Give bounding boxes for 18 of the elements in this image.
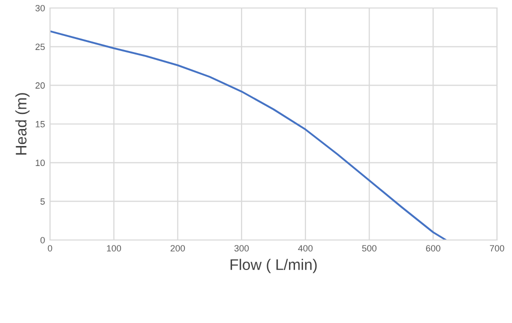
x-tick-label: 200 [170, 245, 185, 252]
x-axis-title: Flow ( L/min) [230, 258, 317, 274]
y-tick-label: 30 [35, 4, 45, 12]
y-tick-label: 15 [36, 121, 45, 128]
y-tick-label: 20 [36, 82, 45, 89]
y-axis-title: Head (m) [15, 93, 30, 155]
y-tick-label: 5 [40, 198, 45, 205]
x-tick-label: 700 [490, 245, 504, 252]
y-tick-label: 25 [36, 44, 45, 50]
y-tick-label: 0 [40, 236, 45, 244]
x-tick-label: 400 [298, 245, 313, 252]
y-tick-label: 10 [36, 160, 45, 166]
x-tick-label: 600 [426, 245, 440, 252]
x-tick-label: 300 [234, 245, 249, 252]
x-tick-label: 500 [362, 245, 376, 252]
x-tick-label: 100 [107, 245, 122, 252]
line-series [50, 30, 447, 240]
x-tick-label: 0 [48, 245, 52, 252]
